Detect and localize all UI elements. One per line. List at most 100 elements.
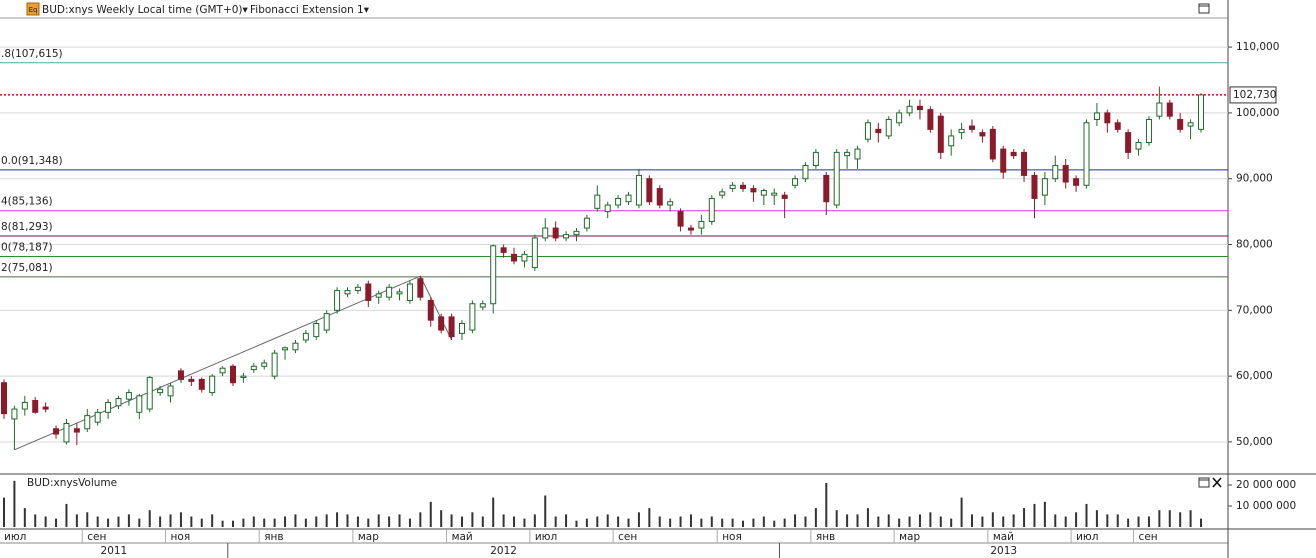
volume-bar bbox=[398, 514, 401, 527]
candle-body bbox=[937, 115, 944, 153]
y-tick-label: 70,000 bbox=[1236, 304, 1273, 316]
candle-body bbox=[635, 174, 642, 206]
volume-bar bbox=[960, 497, 963, 527]
candle-body bbox=[760, 190, 767, 196]
symbol-icon[interactable] bbox=[26, 2, 40, 16]
volume-bar bbox=[908, 516, 911, 527]
candle-body bbox=[552, 227, 559, 239]
candle-body bbox=[209, 375, 216, 394]
candle-body bbox=[1187, 122, 1194, 127]
candle-body bbox=[261, 362, 268, 367]
fib-label: .8(107,615) bbox=[1, 48, 63, 60]
volume-title: BUD:xnysVolume bbox=[27, 477, 117, 489]
volume-bar bbox=[1137, 516, 1140, 527]
candle-body bbox=[656, 188, 663, 206]
candle-body bbox=[1073, 178, 1080, 186]
volume-bar bbox=[242, 518, 245, 527]
candle-body bbox=[292, 342, 299, 351]
candle-body bbox=[84, 415, 91, 430]
candle-body bbox=[771, 192, 778, 196]
y-tick-label: 80,000 bbox=[1236, 239, 1273, 251]
candle-body bbox=[1021, 151, 1028, 176]
x-tick-label: мар bbox=[358, 531, 379, 543]
volume-bar bbox=[263, 518, 266, 527]
candle-body bbox=[583, 217, 590, 229]
volume-bar bbox=[742, 520, 745, 527]
maximize-button[interactable] bbox=[1198, 3, 1210, 14]
volume-bar bbox=[929, 512, 932, 527]
volume-bar bbox=[44, 516, 47, 527]
volume-bar bbox=[596, 516, 599, 527]
candle-body bbox=[594, 194, 601, 209]
candle-body bbox=[1000, 148, 1007, 173]
candle-body bbox=[521, 253, 528, 262]
tool-label[interactable]: Fibonacci Extension 1▾ bbox=[250, 4, 370, 16]
volume-bar bbox=[648, 508, 651, 527]
candle-body bbox=[885, 118, 892, 137]
candle-body bbox=[604, 204, 611, 213]
candle-body bbox=[386, 286, 393, 298]
volume-bar bbox=[96, 516, 99, 527]
x-tick-label: сен bbox=[618, 531, 637, 543]
volume-bar bbox=[284, 516, 287, 527]
volume-bar bbox=[231, 520, 234, 527]
volume-bar bbox=[1043, 501, 1046, 527]
volume-bar bbox=[148, 510, 151, 527]
volume-bar bbox=[1106, 514, 1109, 527]
x-tick-label: июл bbox=[535, 531, 557, 543]
y-tick-label: 60,000 bbox=[1236, 370, 1273, 382]
volume-bar bbox=[315, 516, 318, 527]
candle-body bbox=[1104, 112, 1111, 124]
volume-bar bbox=[1033, 503, 1036, 527]
volume-bar bbox=[294, 514, 297, 527]
candle-body bbox=[146, 376, 153, 410]
close-button[interactable] bbox=[1212, 477, 1222, 488]
candle-body bbox=[229, 365, 236, 384]
candle-body bbox=[94, 411, 101, 423]
candle-body bbox=[1177, 118, 1184, 130]
chart-title[interactable]: BUD:xnys Weekly Local time (GMT+0)▾ bbox=[42, 4, 249, 16]
candle-body bbox=[1198, 94, 1204, 130]
x-tick-label: янв bbox=[264, 531, 283, 543]
candle-body bbox=[250, 365, 257, 371]
volume-bar bbox=[65, 503, 68, 527]
volume-bar bbox=[731, 518, 734, 527]
volume-bar bbox=[554, 516, 557, 527]
candle-body bbox=[854, 148, 861, 160]
volume-bar bbox=[492, 497, 495, 527]
candle-body bbox=[167, 385, 174, 397]
candle-body bbox=[32, 399, 39, 413]
maximize-button[interactable] bbox=[1198, 477, 1210, 488]
candle-body bbox=[63, 423, 70, 443]
x-tick-label: сен bbox=[87, 531, 106, 543]
volume-bar bbox=[887, 514, 890, 527]
candle-body bbox=[573, 230, 580, 236]
volume-bar bbox=[1189, 510, 1192, 527]
candle-body bbox=[1, 382, 7, 415]
volume-bar bbox=[544, 495, 547, 527]
volume-bar bbox=[533, 514, 536, 527]
candle-body bbox=[1083, 122, 1090, 186]
volume-bar bbox=[1158, 510, 1161, 527]
candle-body bbox=[563, 234, 570, 239]
candle-body bbox=[511, 253, 518, 262]
volume-bar bbox=[950, 518, 953, 527]
candle-body bbox=[136, 395, 143, 413]
volume-bar bbox=[866, 508, 869, 527]
volume-bar bbox=[971, 514, 974, 527]
candle-body bbox=[948, 135, 955, 147]
volume-bar bbox=[783, 518, 786, 527]
volume-bar bbox=[127, 514, 130, 527]
candle-body bbox=[531, 237, 538, 269]
candle-body bbox=[864, 122, 871, 140]
volume-bar bbox=[138, 518, 141, 527]
candle-body bbox=[667, 201, 674, 206]
candle-body bbox=[469, 303, 476, 331]
x-tick-label: июл bbox=[4, 531, 26, 543]
volume-bar bbox=[627, 518, 630, 527]
candle-body bbox=[781, 194, 788, 199]
volume-bar bbox=[1023, 508, 1026, 527]
candle-body bbox=[438, 316, 445, 331]
